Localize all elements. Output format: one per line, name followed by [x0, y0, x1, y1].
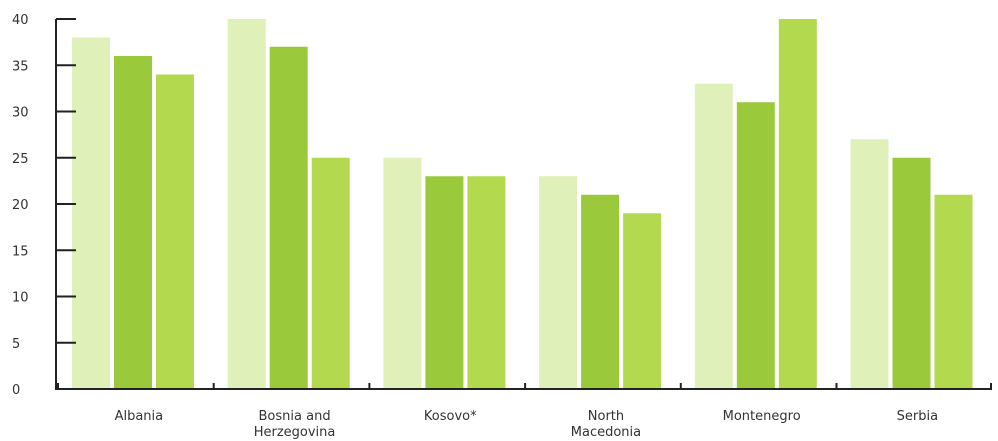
y-tick-label-7: 35 [12, 59, 29, 74]
y-tick-label-0: 0 [12, 383, 20, 398]
y-tick-label-3: 15 [12, 244, 29, 259]
bar-1-series-1 [269, 46, 308, 389]
axes-layer [55, 18, 992, 390]
bar-1-series-0 [227, 19, 266, 389]
bars-layer [72, 19, 973, 389]
bar-2-series-2 [467, 176, 506, 389]
x-tick-label-4: Montenegro [723, 409, 801, 424]
y-tick-label-2: 10 [12, 291, 29, 306]
bar-5-series-2 [934, 194, 973, 389]
y-tick-label-6: 30 [12, 106, 29, 121]
x-tick-label-3: North Macedonia [571, 409, 641, 440]
x-tick-label-1: Bosnia and Herzegovina [254, 409, 336, 440]
y-tick-label-1: 5 [12, 337, 20, 352]
bar-5-series-1 [892, 157, 931, 389]
bar-0-series-2 [156, 74, 194, 389]
bar-0-series-1 [114, 56, 152, 389]
x-tick-label-0: Albania [115, 409, 164, 424]
bar-2-series-0 [383, 157, 422, 389]
x-tick-label-5: Serbia [897, 409, 938, 424]
y-tick-label-5: 25 [12, 152, 29, 167]
bar-3-series-1 [581, 194, 620, 389]
bar-4-series-1 [736, 102, 775, 389]
bar-1-series-2 [311, 157, 350, 389]
y-tick-label-4: 20 [12, 198, 29, 213]
bar-4-series-0 [694, 83, 733, 389]
bar-3-series-0 [539, 176, 578, 389]
bar-2-series-1 [425, 176, 464, 389]
bar-0-series-0 [72, 37, 110, 389]
bar-5-series-0 [850, 139, 889, 389]
x-tick-label-2: Kosovo* [424, 409, 477, 424]
bar-3-series-2 [623, 213, 662, 389]
bar-4-series-2 [778, 19, 817, 389]
labels-layer: Albania Bosnia and Herzegovina Kosovo* North… [12, 13, 938, 440]
y-tick-label-8: 40 [12, 13, 29, 28]
